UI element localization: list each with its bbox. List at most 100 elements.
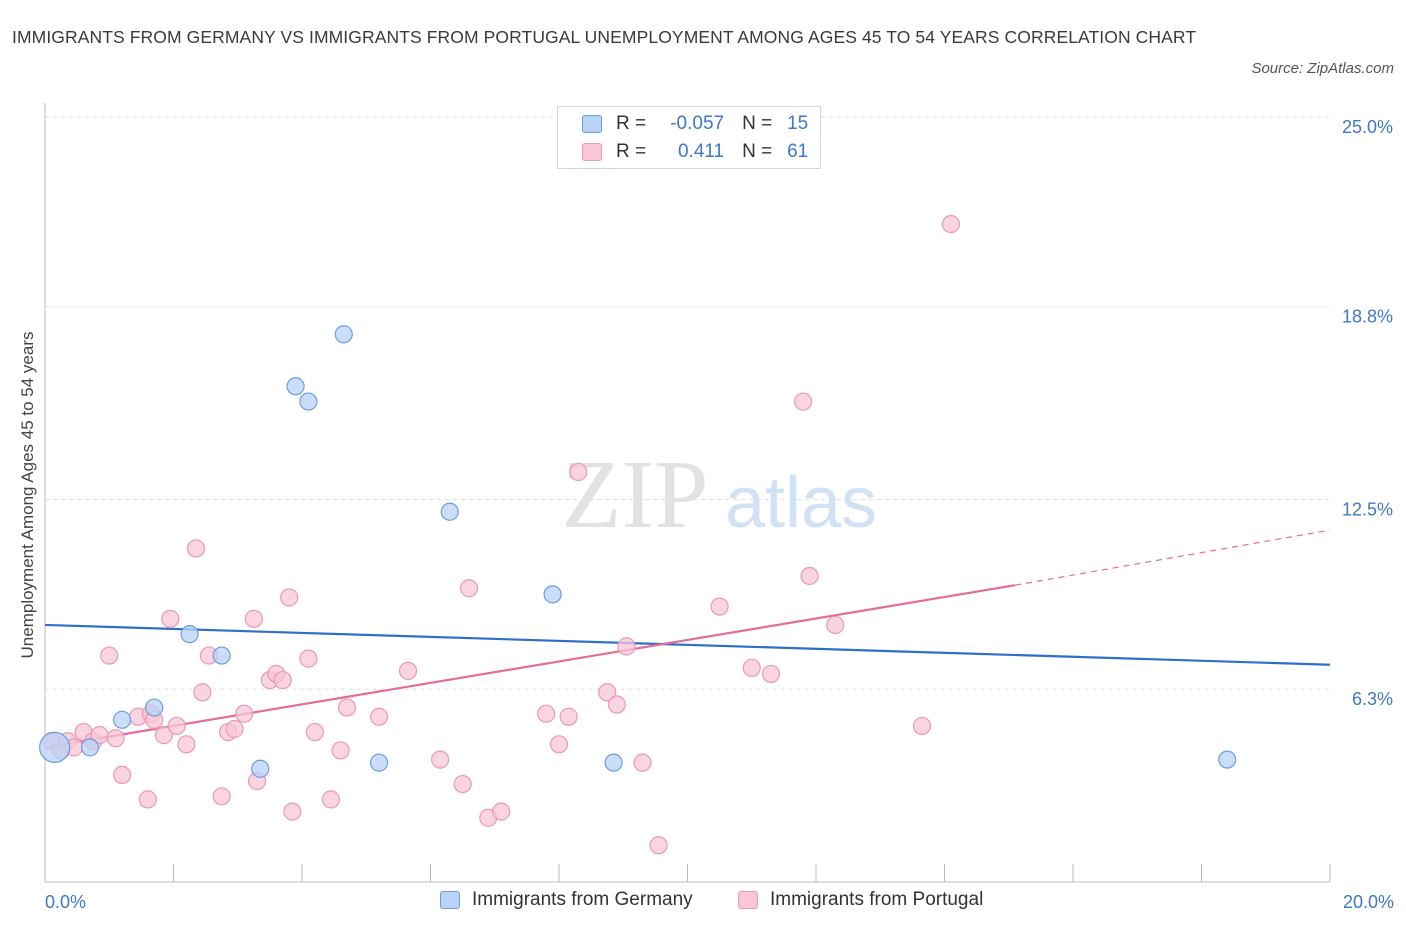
portugal-point [337, 698, 357, 717]
portugal-point [235, 704, 254, 723]
portugal-point [761, 664, 781, 684]
germany-point [1218, 750, 1237, 769]
portugal-point [742, 658, 761, 677]
germany-point [145, 698, 164, 717]
portugal-point [398, 661, 418, 680]
portugal-point [370, 707, 389, 726]
portugal-point [710, 597, 729, 616]
portugal-point [244, 609, 263, 628]
portugal-point [100, 646, 119, 665]
portugal-point [941, 215, 961, 234]
y-tick-label: 25.0% [1342, 117, 1393, 137]
portugal-point [186, 539, 206, 558]
germany-r-label: R = [616, 113, 647, 134]
watermark-zip: ZIP [562, 441, 709, 549]
germany-point [543, 585, 562, 604]
germany-point [370, 753, 389, 772]
germany-point [251, 759, 270, 778]
portugal-point [912, 716, 932, 736]
portugal-point [112, 765, 132, 785]
trend-layer [44, 529, 1331, 749]
germany-trend-line [44, 623, 1331, 666]
germany-point [286, 377, 305, 396]
germany-n-value: 15 [787, 113, 809, 134]
germany-point [604, 753, 623, 772]
portugal-point [633, 753, 652, 772]
portugal-r-value: 0.411 [677, 141, 725, 162]
germany-point [334, 325, 353, 344]
portugal-point [598, 683, 617, 702]
portugal-point [453, 774, 472, 794]
chart-title: IMMIGRANTS FROM GERMANY VS IMMIGRANTS FR… [12, 27, 1197, 47]
germany-point [299, 392, 318, 411]
portugal-point [177, 735, 196, 754]
portugal-point [154, 726, 173, 745]
legend-item-portugal[interactable]: Immigrants from Portugal [738, 889, 983, 911]
portugal-point [800, 566, 819, 586]
portugal-point [321, 790, 341, 809]
portugal-point [459, 579, 479, 598]
watermark: ZIP atlas [562, 441, 878, 549]
series-legend: Immigrants from Germany Immigrants from … [0, 889, 1406, 915]
portugal-legend-swatch [738, 891, 758, 909]
portugal-legend-label: Immigrants from Portugal [770, 889, 984, 910]
portugal-point [225, 719, 244, 739]
portugal-point [299, 649, 318, 668]
portugal-swatch [582, 143, 602, 161]
portugal-point [193, 683, 212, 702]
portugal-n-value: 61 [787, 141, 809, 162]
points-layer [39, 215, 1237, 855]
portugal-point [537, 704, 556, 723]
y-tick-label: 12.5% [1342, 500, 1393, 520]
germany-legend-label: Immigrants from Germany [472, 889, 693, 910]
germany-swatch [582, 115, 602, 133]
portugal-point [549, 735, 569, 754]
y-tick-label: 6.3% [1352, 689, 1393, 709]
portugal-point [569, 462, 588, 482]
y-tick-label: 18.8% [1342, 307, 1393, 327]
germany-n-label: N = [742, 113, 773, 134]
portugal-point [273, 670, 292, 690]
source-label: Source: ZipAtlas.com [1251, 60, 1394, 77]
y-axis-title: Unemployment Among Ages 45 to 54 years [18, 332, 37, 659]
watermark-atlas: atlas [725, 463, 877, 543]
germany-point [440, 502, 459, 521]
legend-row-portugal: R = 0.411 N = 61 [582, 139, 808, 165]
legend-item-germany[interactable]: Immigrants from Germany [440, 889, 693, 911]
portugal-point [305, 722, 324, 742]
x-tick-label: 20.0% [1343, 892, 1394, 912]
germany-point [80, 738, 100, 757]
portugal-point [212, 787, 231, 806]
portugal-point [794, 392, 813, 411]
portugal-point [492, 802, 511, 821]
portugal-trend-line [44, 584, 1016, 749]
portugal-point [431, 750, 450, 769]
correlation-legend: R = -0.057 N = 15 R = 0.411 N = 61 [557, 106, 821, 169]
portugal-point [826, 615, 845, 635]
portugal-point [161, 609, 180, 628]
portugal-point [167, 716, 186, 736]
portugal-point [283, 802, 302, 821]
germany-legend-swatch [440, 891, 460, 909]
x-tick-label: 0.0% [45, 892, 86, 912]
grid-layer [45, 116, 1330, 690]
portugal-r-label: R = [616, 141, 647, 162]
portugal-point [617, 637, 636, 656]
germany-r-value: -0.057 [670, 113, 725, 134]
portugal-point [649, 836, 668, 855]
portugal-point [331, 741, 350, 760]
portugal-n-label: N = [742, 141, 773, 162]
legend-row-germany: R = -0.057 N = 15 [582, 111, 808, 137]
portugal-point [138, 790, 157, 809]
portugal-point [280, 588, 299, 607]
germany-point [212, 646, 231, 665]
portugal-trend-extension [1015, 529, 1331, 586]
labels-layer: 6.3% 12.5% 18.8% 25.0% 0.0% 20.0% Unemployment… [18, 117, 1394, 912]
portugal-point [106, 729, 125, 748]
germany-point [39, 731, 71, 763]
portugal-point [607, 695, 626, 714]
germany-point [180, 625, 199, 644]
germany-point [112, 710, 132, 729]
portugal-point [559, 707, 578, 726]
